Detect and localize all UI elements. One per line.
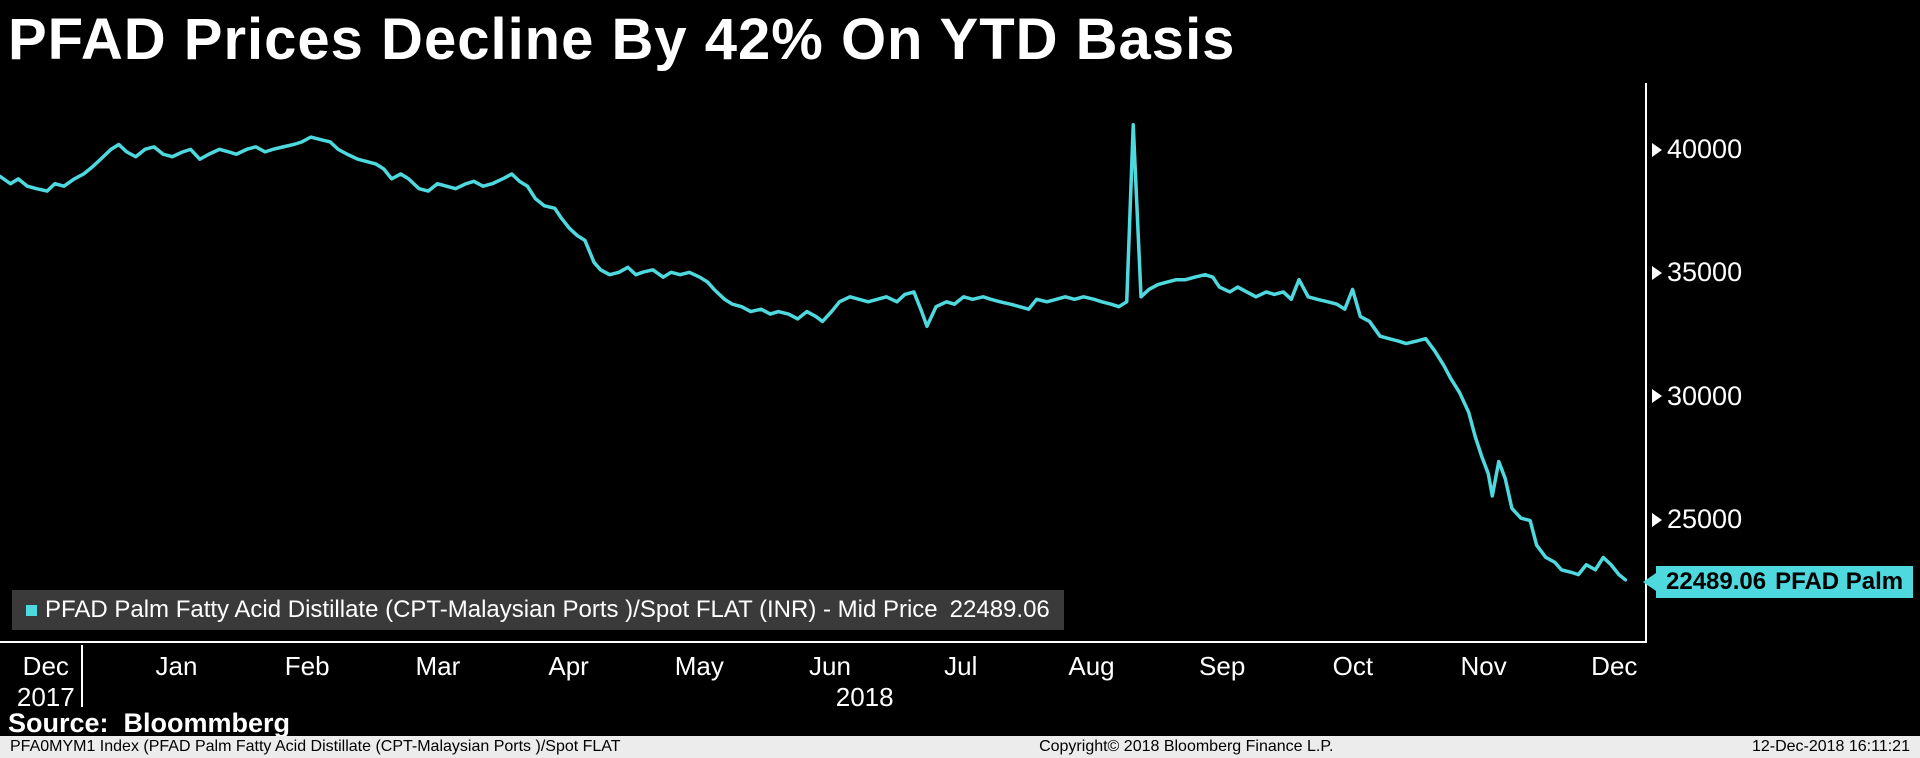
x-axis-month-label-oct-10: Oct [1332,651,1374,681]
x-axis-month-label-dec-12: Dec [1591,651,1638,681]
x-axis-month-label-jan-1: Jan [155,651,198,681]
y-axis-tick-label: 40000 [1667,134,1743,165]
year-separator-tick [81,645,83,707]
y-axis-tick-label: 25000 [1667,504,1743,535]
x-axis-month-label-mar-3: Mar [415,651,461,681]
x-axis-month-label-may-5: May [674,651,724,681]
x-axis-month-label-feb-2: Feb [284,651,330,681]
y-axis-tick-35000: 35000 [1652,257,1742,289]
x-axis-month-label-apr-4: Apr [548,651,589,681]
legend-label: PFAD Palm Fatty Acid Distillate (CPT-Mal… [45,596,938,623]
statusbar-copyright: Copyright© 2018 Bloomberg Finance L.P. [1039,738,1334,755]
chart-plot-area: PFAD Palm Fatty Acid Distillate (CPT-Mal… [0,83,1647,643]
tick-arrow-icon [1652,265,1662,280]
x-axis-month-label-sep-9: Sep [1199,651,1246,681]
price-line-series [0,123,1628,582]
x-axis: Dec Jan Feb Mar Apr May Jun Jul Aug Sep Oct Nov Dec [0,651,1647,685]
tick-arrow-icon [1652,389,1662,404]
last-price-callout: 22489.06 PFAD Palm [1656,565,1914,598]
statusbar-ticker: PFA0MYM1 Index (PFAD Palm Fatty Acid Dis… [10,738,621,755]
legend-series-marker-icon [26,604,37,616]
x-axis-month-label-jun-6: Jun [809,651,851,681]
y-axis-tick-label: 30000 [1667,380,1743,411]
legend-last-value: 22489.06 [949,596,1050,623]
y-axis-tick-label: 35000 [1667,257,1743,288]
x-axis-month-label-nov-11: Nov [1460,651,1507,681]
x-axis-month-label-jul-7: Jul [944,651,978,681]
y-axis-tick-30000: 30000 [1652,380,1742,412]
x-axis-month-label-aug-8: Aug [1068,651,1115,681]
x-axis-month-label-dec-0: Dec [22,651,69,681]
y-axis-tick-25000: 25000 [1652,504,1742,536]
source-line: Source: Bloommberg [8,708,291,738]
page-title: PFAD Prices Decline By 42% On YTD Basis [8,7,1236,72]
callout-price: 22489.06 [1666,567,1767,595]
price-line-chart [0,123,1628,582]
status-bar: PFA0MYM1 Index (PFAD Palm Fatty Acid Dis… [0,736,1920,758]
tick-arrow-icon [1652,142,1662,157]
y-axis-tick-40000: 40000 [1652,134,1742,166]
year-label-center: 2018 [835,682,894,712]
tick-arrow-icon [1652,512,1662,527]
year-label-left: 2017 [16,682,75,712]
callout-series-name: PFAD Palm [1775,567,1904,595]
legend: PFAD Palm Fatty Acid Distillate (CPT-Mal… [12,590,1064,630]
statusbar-timestamp: 12-Dec-2018 16:11:21 [1751,738,1910,755]
